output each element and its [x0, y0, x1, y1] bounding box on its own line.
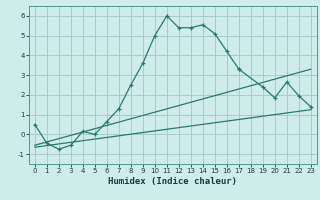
X-axis label: Humidex (Indice chaleur): Humidex (Indice chaleur): [108, 177, 237, 186]
